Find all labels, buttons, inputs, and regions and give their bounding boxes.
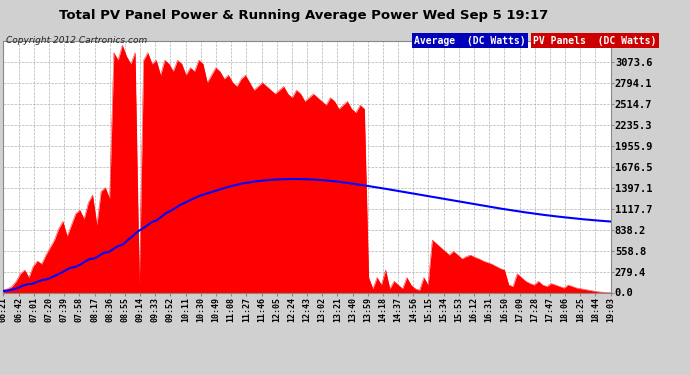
Text: Total PV Panel Power & Running Average Power Wed Sep 5 19:17: Total PV Panel Power & Running Average P… <box>59 9 549 22</box>
Text: Average  (DC Watts): Average (DC Watts) <box>414 36 526 46</box>
Text: Copyright 2012 Cartronics.com: Copyright 2012 Cartronics.com <box>6 36 147 45</box>
Text: PV Panels  (DC Watts): PV Panels (DC Watts) <box>533 36 657 46</box>
